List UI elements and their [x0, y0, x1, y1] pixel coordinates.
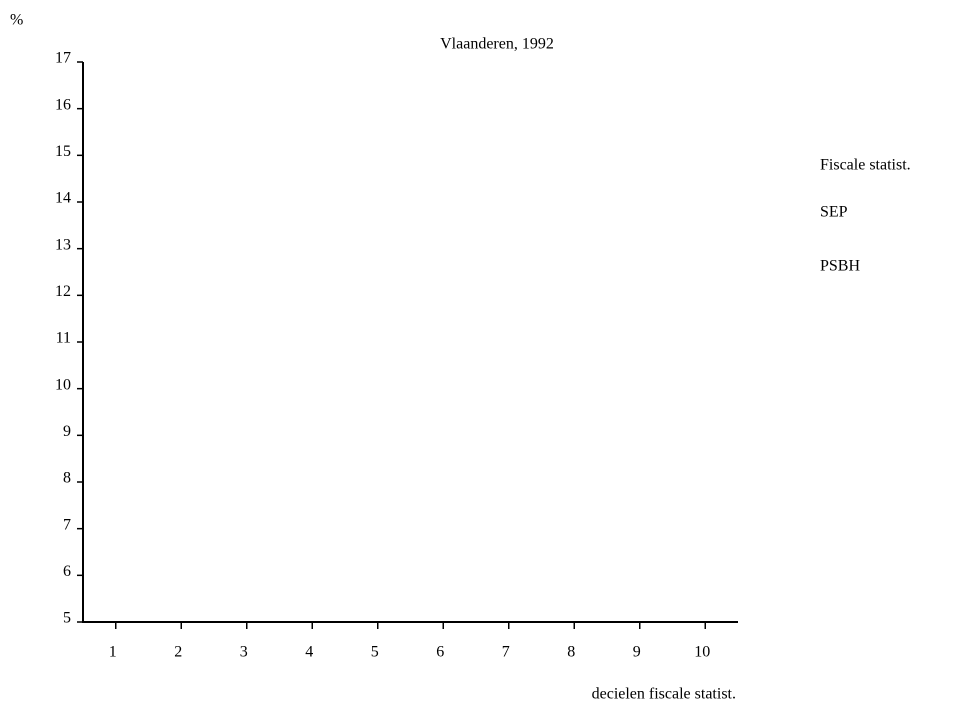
x-tick-label: 10 [694, 644, 710, 661]
x-tick-label: 2 [174, 644, 182, 661]
y-tick-label: 16 [55, 96, 71, 113]
x-tick-label: 7 [502, 644, 510, 661]
y-tick-label: 12 [55, 283, 71, 300]
x-tick-label: 6 [436, 644, 444, 661]
y-tick-label: 7 [63, 516, 71, 533]
x-tick-label: 1 [109, 644, 117, 661]
x-tick-label: 4 [305, 644, 313, 661]
x-tick-label: 8 [567, 644, 575, 661]
x-tick-label: 3 [240, 644, 248, 661]
x-tick-label: 5 [371, 644, 379, 661]
y-tick-label: 10 [55, 376, 71, 393]
y-tick-label: 13 [55, 236, 71, 253]
legend-label: SEP [820, 204, 848, 221]
y-tick-label: 8 [63, 470, 71, 487]
y-tick-label: 14 [55, 190, 71, 207]
chart-title: Vlaanderen, 1992 [440, 36, 554, 53]
x-tick-label: 9 [633, 644, 641, 661]
y-tick-label: 17 [55, 50, 71, 67]
y-tick-label: 15 [55, 143, 71, 160]
x-axis-label: decielen fiscale statist. [592, 686, 736, 703]
y-axis-label: % [10, 12, 23, 29]
legend-label: Fiscale statist. [820, 157, 911, 174]
y-tick-label: 9 [63, 423, 71, 440]
y-tick-label: 6 [63, 563, 71, 580]
legend-label: PSBH [820, 258, 860, 275]
y-tick-label: 11 [56, 330, 71, 347]
y-tick-label: 5 [63, 610, 71, 627]
